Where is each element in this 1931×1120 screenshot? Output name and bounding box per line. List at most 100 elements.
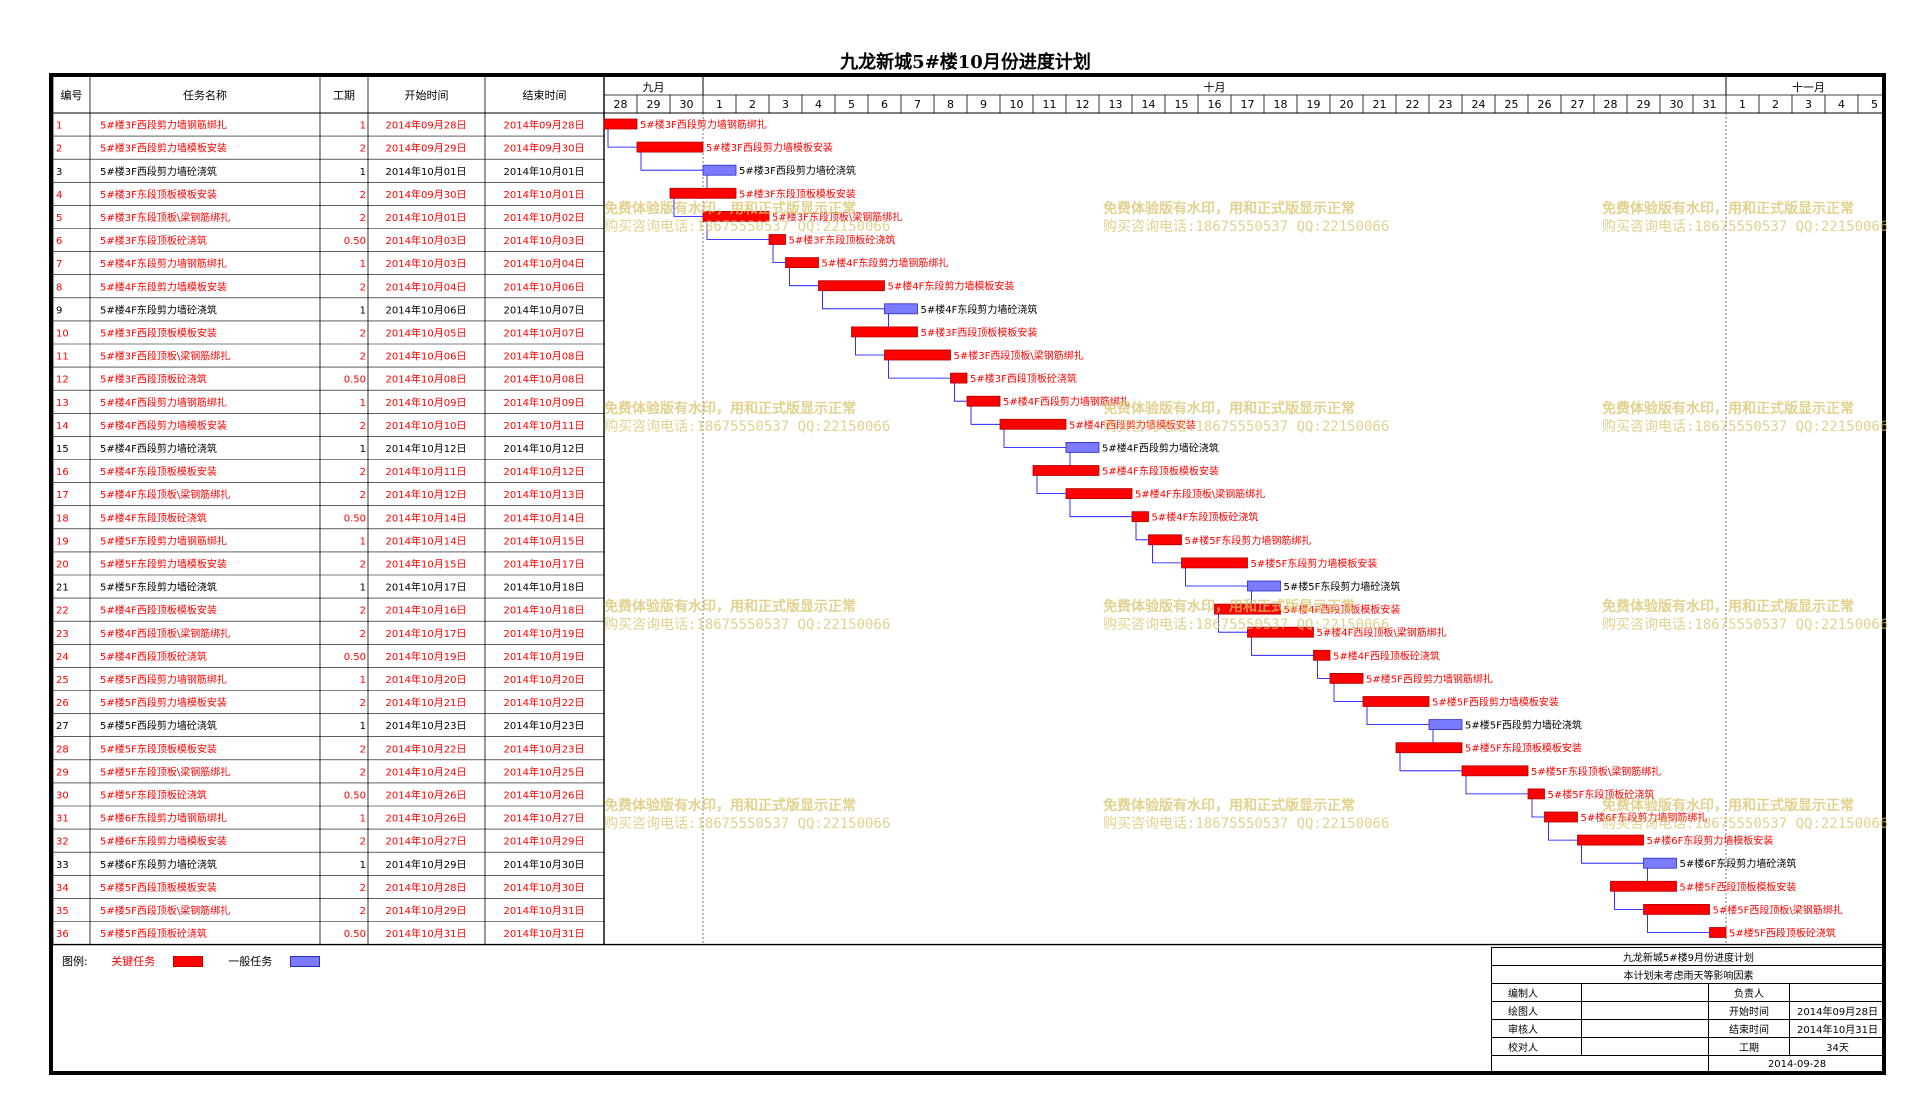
- task-bar-label: 5#楼6F东段剪力墙砼浇筑: [1680, 857, 1797, 870]
- task-bar: [884, 349, 951, 361]
- task-bar-label: 5#楼5F东段顶板砼浇筑: [1548, 788, 1655, 801]
- watermark-line1: 免费体验版有水印，用和正式版显示正常: [1602, 599, 1854, 615]
- task-end: 2014年10月07日: [504, 326, 585, 339]
- summary-key: 编制人: [1491, 983, 1582, 1002]
- day-label: 17: [1241, 98, 1255, 111]
- task-id: 11: [56, 352, 69, 363]
- task-end: 2014年10月17日: [504, 557, 585, 570]
- day-label: 28: [1604, 98, 1618, 111]
- task-duration: 2: [360, 559, 366, 570]
- task-bar-label: 5#楼4F东段剪力墙钢筋绑扎: [822, 257, 949, 270]
- task-end: 2014年10月08日: [504, 373, 585, 386]
- task-end: 2014年10月23日: [504, 719, 585, 732]
- task-start: 2014年10月19日: [386, 650, 467, 663]
- task-name: 5#楼6F东段剪力墙钢筋绑扎: [100, 812, 227, 825]
- task-bar: [1643, 857, 1677, 869]
- dependency-arrow: [1069, 498, 1132, 518]
- task-duration: 2: [360, 698, 366, 709]
- watermark: 免费体验版有水印，用和正式版显示正常 购买咨询电话:18675550537 QQ:…: [1103, 200, 1389, 236]
- watermark-line2: 购买咨询电话:18675550537 QQ:22150066: [1602, 219, 1889, 235]
- task-bar: [702, 164, 737, 176]
- task-id: 36: [56, 929, 69, 940]
- task-bar: [1247, 626, 1314, 638]
- task-start: 2014年10月24日: [386, 765, 467, 778]
- task-end: 2014年10月22日: [504, 696, 585, 709]
- dependency-arrow: [1548, 822, 1578, 841]
- dependency-arrow: [1531, 798, 1545, 818]
- task-bar: [1428, 719, 1463, 730]
- summary-table: 九龙新城5#楼9月份进度计划 本计划未考虑雨天等影响因素 编制人 负责人 绘图人 开始时间…: [1491, 947, 1886, 1074]
- task-name: 5#楼3F西段顶板砼浇筑: [100, 373, 207, 386]
- day-label: 10: [1010, 98, 1024, 111]
- task-start: 2014年10月28日: [386, 881, 467, 894]
- dependency-arrow: [706, 221, 769, 240]
- task-name: 5#楼3F西段顶板模板安装: [100, 326, 217, 339]
- task-bar-label: 5#楼3F西段剪力墙钢筋绑扎: [640, 118, 767, 131]
- task-duration: 2: [360, 606, 366, 617]
- task-end: 2014年10月04日: [504, 257, 585, 270]
- watermark-line1: 免费体验版有水印，用和正式版显示正常: [1103, 798, 1355, 814]
- task-id: 3: [56, 167, 62, 178]
- task-name: 5#楼6F东段剪力墙模板安装: [100, 835, 227, 848]
- day-label: 1: [1739, 98, 1746, 111]
- dependency-arrow: [1647, 914, 1710, 933]
- watermark-line1: 免费体验版有水印，用和正式版显示正常: [604, 201, 856, 217]
- task-duration: 0.50: [344, 790, 366, 801]
- task-start: 2014年10月08日: [386, 373, 467, 386]
- task-bar: [884, 303, 918, 315]
- task-duration: 0.50: [344, 513, 366, 524]
- task-end: 2014年10月25日: [504, 765, 585, 778]
- task-bar-label: 5#楼6F东段剪力墙模板安装: [1647, 834, 1774, 847]
- task-id: 16: [56, 467, 69, 478]
- task-end: 2014年09月28日: [504, 119, 585, 132]
- task-bar: [1577, 834, 1644, 846]
- summary-value: [1789, 983, 1886, 1002]
- task-id: 12: [56, 375, 69, 386]
- summary-note: 本计划未考虑雨天等影响因素: [1491, 965, 1886, 984]
- dependency-arrow: [822, 290, 885, 310]
- task-duration: 2: [360, 490, 366, 501]
- task-duration: 1: [360, 121, 366, 132]
- task-duration: 2: [360, 328, 366, 339]
- task-duration: 2: [360, 421, 366, 432]
- task-duration: 2: [360, 744, 366, 755]
- task-bar-label: 5#楼4F西段顶板砼浇筑: [1333, 649, 1440, 662]
- task-id: 17: [56, 490, 69, 501]
- dependency-arrow: [1218, 614, 1248, 633]
- dependency-arrow: [1185, 567, 1248, 587]
- day-label: 8: [947, 98, 954, 111]
- day-label: 29: [647, 98, 661, 111]
- task-id: 18: [56, 513, 69, 524]
- summary-key: 负责人: [1708, 983, 1790, 1002]
- task-duration: 2: [360, 352, 366, 363]
- task-end: 2014年09月30日: [504, 142, 585, 155]
- task-bar-label: 5#楼5F西段剪力墙砼浇筑: [1465, 719, 1582, 732]
- day-label: 5: [848, 98, 855, 111]
- watermark: 免费体验版有水印，用和正式版显示正常 购买咨询电话:18675550537 QQ:…: [1602, 400, 1888, 436]
- watermark-line2: 购买咨询电话:18675550537 QQ:22150066: [604, 816, 891, 832]
- watermark-line1: 免费体验版有水印，用和正式版显示正常: [1103, 201, 1355, 217]
- task-bar-label: 5#楼4F东段顶板砼浇筑: [1152, 511, 1259, 524]
- task-end: 2014年10月12日: [504, 442, 585, 455]
- task-bar: [999, 418, 1067, 430]
- task-name: 5#楼4F东段顶板砼浇筑: [100, 511, 207, 524]
- task-end: 2014年10月30日: [504, 858, 585, 871]
- watermark-line2: 购买咨询电话:18675550537 QQ:22150066: [1602, 816, 1889, 832]
- task-name: 5#楼5F西段剪力墙钢筋绑扎: [100, 673, 227, 686]
- task-start: 2014年09月28日: [386, 119, 467, 132]
- watermark: 免费体验版有水印，用和正式版显示正常 购买咨询电话:18675550537 QQ:…: [1103, 400, 1389, 436]
- summary-value: 2014年09月28日: [1789, 1001, 1886, 1020]
- task-bar: [785, 257, 819, 269]
- task-bar: [1032, 465, 1100, 476]
- task-duration: 0.50: [344, 929, 366, 940]
- task-name: 5#楼4F西段顶板\梁钢筋绑扎: [100, 627, 230, 640]
- task-duration: 1: [360, 536, 366, 547]
- summary-value: [1581, 983, 1709, 1002]
- day-label: 15: [1175, 98, 1189, 111]
- task-start: 2014年10月11日: [386, 465, 467, 478]
- day-label: 31: [1703, 98, 1717, 111]
- dependency-arrow: [1366, 706, 1429, 725]
- task-name: 5#楼4F西段顶板模板安装: [100, 604, 217, 617]
- task-end: 2014年10月26日: [504, 788, 585, 801]
- task-bar-label: 5#楼4F东段剪力墙砼浇筑: [921, 303, 1038, 316]
